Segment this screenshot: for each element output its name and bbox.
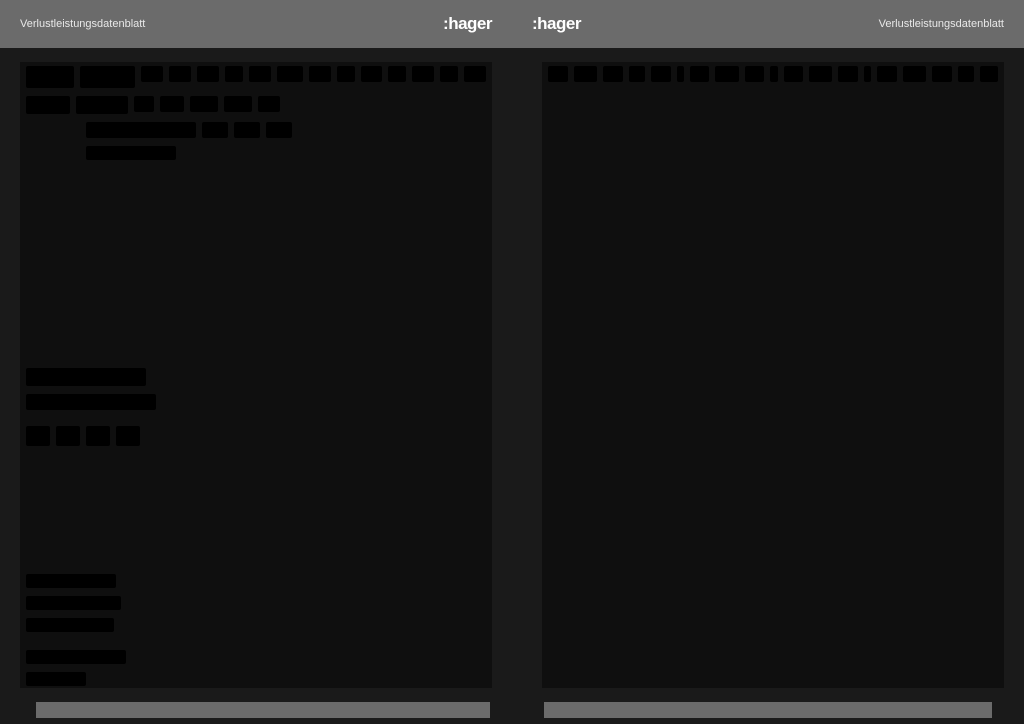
- content-region-left: [20, 62, 492, 688]
- brand-logo-right: :hager: [532, 14, 581, 34]
- document-spread: Verlustleistungsdatenblatt :hager: [0, 0, 1024, 724]
- header-left: Verlustleistungsdatenblatt :hager: [0, 0, 512, 48]
- footer-bar-right: [544, 702, 992, 718]
- header-title-left: Verlustleistungsdatenblatt: [20, 18, 145, 30]
- page-right: :hager Verlustleistungsdatenblatt: [512, 0, 1024, 724]
- header-right: :hager Verlustleistungsdatenblatt: [512, 0, 1024, 48]
- content-region-right: [542, 62, 1004, 688]
- brand-logo-left: :hager: [443, 14, 492, 34]
- header-title-right: Verlustleistungsdatenblatt: [879, 18, 1004, 30]
- page-left: Verlustleistungsdatenblatt :hager: [0, 0, 512, 724]
- footer-bar-left: [36, 702, 490, 718]
